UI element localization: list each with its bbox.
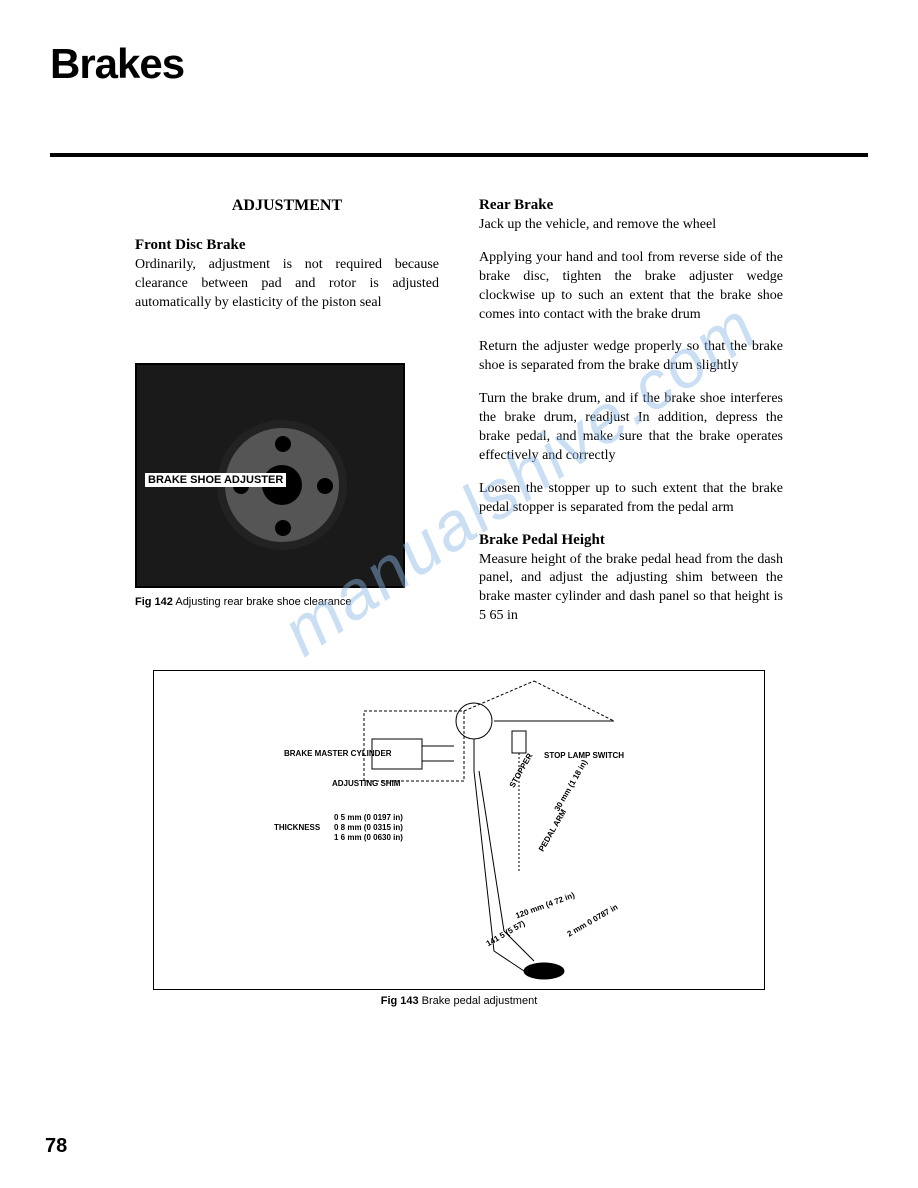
rear-p2: Applying your hand and tool from reverse… [479,249,783,325]
rear-brake-heading: Rear Brake [479,197,783,214]
bolt-icon [275,520,291,536]
section-divider [50,153,868,157]
fig142-caption: Fig 142 Adjusting rear brake shoe cleara… [135,596,439,608]
label-thickness: THICKNESS [274,823,320,832]
fig143-caption-bold: Fig 143 [381,995,419,1007]
brake-shoe-adjuster-label: BRAKE SHOE ADJUSTER [145,473,286,487]
label-text: BRAKE SHOE ADJUSTER [148,474,283,486]
left-column: ADJUSTMENT Front Disc Brake Ordinarily, … [135,197,439,640]
adjustment-heading: ADJUSTMENT [135,197,439,215]
right-column: Rear Brake Jack up the vehicle, and remo… [479,197,783,640]
page-number: 78 [45,1135,67,1158]
pedal-p1: Measure height of the brake pedal head f… [479,551,783,627]
bolt-icon [317,478,333,494]
rear-p5: Loosen the stopper up to such extent tha… [479,480,783,518]
thickness-value-3: 1 6 mm (0 0630 in) [334,833,403,842]
front-disc-text: Ordinarily, adjustment is not required b… [135,256,439,313]
pedal-diagram-svg [154,671,766,991]
fig142-caption-bold: Fig 142 [135,596,173,608]
label-master-cylinder: BRAKE MASTER CYLINDER [284,749,392,758]
rear-p4: Turn the brake drum, and if the brake sh… [479,390,783,466]
figure-142: BRAKE SHOE ADJUSTER [135,363,405,588]
label-adjusting-shim: ADJUSTING SHIM [332,779,400,788]
bolt-icon [275,436,291,452]
rear-p1: Jack up the vehicle, and remove the whee… [479,216,783,235]
thickness-value-1: 0 5 mm (0 0197 in) [334,813,403,822]
figure-143: BRAKE MASTER CYLINDER ADJUSTING SHIM THI… [153,670,765,990]
thickness-value-2: 0 8 mm (0 0315 in) [334,823,403,832]
fig142-caption-text: Adjusting rear brake shoe clearance [173,596,352,608]
rear-p3: Return the adjuster wedge properly so th… [479,338,783,376]
fig143-caption-text: Brake pedal adjustment [419,995,538,1007]
fig143-caption: Fig 143 Brake pedal adjustment [50,995,868,1007]
content-columns: ADJUSTMENT Front Disc Brake Ordinarily, … [50,197,868,640]
page-title: Brakes [50,40,868,88]
pedal-height-heading: Brake Pedal Height [479,532,783,549]
front-disc-heading: Front Disc Brake [135,237,439,254]
